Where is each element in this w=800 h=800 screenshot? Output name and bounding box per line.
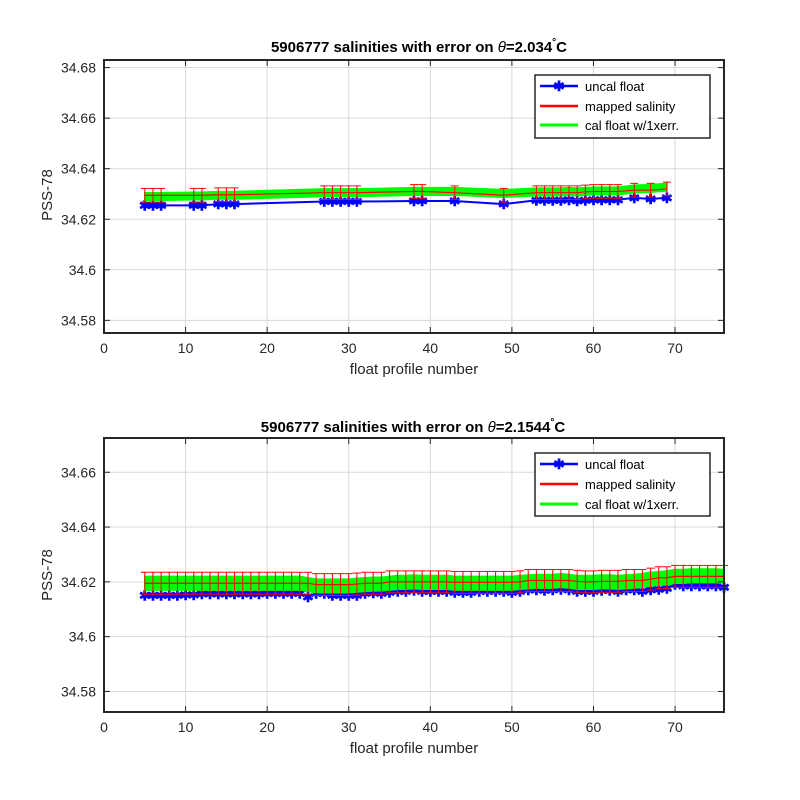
bottom-chart-axes-frame — [103, 437, 725, 713]
x-tick-label: 50 — [504, 719, 520, 735]
y-tick-label: 34.58 — [61, 683, 96, 699]
legend-item-uncal-float: uncal float — [585, 457, 645, 472]
top-chart-y-ticks: 34.58 34.6 34.62 34.64 34.66 34.68 — [61, 60, 724, 328]
x-tick-label: 0 — [100, 719, 108, 735]
top-chart-legend: ✱ uncal float mapped salinity cal float … — [534, 74, 711, 139]
bottom-chart: 5906777 salinities with error on θ=2.154… — [39, 417, 730, 757]
legend-item-mapped-salinity: mapped salinity — [585, 99, 676, 114]
bottom-chart-y-axis-label: PSS-78 — [39, 549, 56, 601]
bottom-chart-x-axis-label: float profile number — [350, 740, 478, 757]
bottom-chart-y-ticks: 34.58 34.6 34.62 34.64 34.66 — [61, 464, 724, 699]
y-tick-label: 34.64 — [61, 161, 96, 177]
top-chart-plot-area: ✱✱✱✱✱✱✱✱✱✱✱✱✱✱✱✱✱✱✱✱✱✱✱✱✱✱✱✱✱✱✱ — [139, 181, 673, 213]
bottom-chart-legend: ✱ uncal float mapped salinity cal float … — [534, 452, 711, 517]
uncal-float-marker: ✱ — [588, 192, 600, 208]
y-tick-label: 34.68 — [61, 60, 96, 76]
uncal-float-marker: ✱ — [579, 192, 591, 208]
x-tick-label: 50 — [504, 340, 520, 356]
x-tick-label: 10 — [178, 719, 194, 735]
x-tick-label: 20 — [259, 340, 275, 356]
top-chart-y-axis-label: PSS-78 — [39, 169, 56, 221]
y-tick-label: 34.6 — [69, 629, 96, 645]
uncal-float-marker: ✱ — [327, 194, 339, 210]
uncal-float-marker: ✱ — [498, 196, 510, 212]
x-tick-label: 10 — [178, 340, 194, 356]
uncal-float-marker: ✱ — [318, 194, 330, 210]
uncal-float-marker: ✱ — [212, 196, 224, 212]
top-chart-axes-frame — [103, 59, 725, 334]
y-tick-label: 34.62 — [61, 211, 96, 227]
uncal-float-marker: ✱ — [661, 190, 673, 206]
uncal-float-marker: ✱ — [449, 193, 461, 209]
x-tick-label: 70 — [667, 340, 683, 356]
x-tick-label: 60 — [586, 719, 602, 735]
uncal-float-marker: ✱ — [612, 192, 624, 208]
uncal-float-marker: ✱ — [163, 588, 175, 604]
top-chart-x-ticks: 0 10 20 30 40 50 60 70 — [100, 60, 683, 356]
bottom-chart-x-ticks: 0 10 20 30 40 50 60 70 — [100, 438, 683, 735]
uncal-float-marker: ✱ — [147, 588, 159, 604]
x-tick-label: 0 — [100, 340, 108, 356]
x-tick-label: 30 — [341, 719, 357, 735]
x-tick-label: 70 — [667, 719, 683, 735]
x-tick-label: 30 — [341, 340, 357, 356]
uncal-float-marker: ✱ — [302, 589, 314, 605]
top-chart-x-axis-label: float profile number — [350, 361, 478, 378]
uncal-float-marker: ✱ — [416, 193, 428, 209]
y-tick-label: 34.66 — [61, 110, 96, 126]
uncal-float-marker: ✱ — [604, 192, 616, 208]
uncal-float-marker: ✱ — [221, 196, 233, 212]
x-tick-label: 40 — [423, 719, 439, 735]
uncal-float-marker: ✱ — [571, 193, 583, 209]
uncal-float-marker: ✱ — [229, 196, 241, 212]
mapped-salinity-line — [144, 188, 667, 196]
uncal-float-marker: ✱ — [408, 193, 420, 209]
x-tick-label: 40 — [423, 340, 439, 356]
y-tick-label: 34.62 — [61, 574, 96, 590]
uncal-float-marker: ✱ — [645, 191, 657, 207]
uncal-float-marker: ✱ — [188, 587, 200, 603]
uncal-float-marker: ✱ — [343, 194, 355, 210]
uncal-float-marker: ✱ — [335, 194, 347, 210]
uncal-float-marker: ✱ — [172, 588, 184, 604]
legend-uncal-marker: ✱ — [553, 78, 565, 94]
legend-item-cal-float: cal float w/1xerr. — [585, 497, 679, 512]
uncal-float-marker: ✱ — [139, 197, 151, 213]
uncal-float-marker: ✱ — [351, 194, 363, 210]
y-tick-label: 34.66 — [61, 464, 96, 480]
legend-uncal-marker: ✱ — [553, 456, 565, 472]
uncal-float-marker: ✱ — [139, 588, 151, 604]
y-tick-label: 34.6 — [69, 262, 96, 278]
x-tick-label: 20 — [259, 719, 275, 735]
uncal-float-marker: ✱ — [188, 197, 200, 213]
top-chart: 5906777 salinities with error on θ=2.034… — [39, 37, 725, 378]
mapped-salinity-errorbar — [662, 181, 671, 197]
top-chart-title: 5906777 salinities with error on θ=2.034… — [271, 37, 567, 56]
uncal-float-marker: ✱ — [196, 197, 208, 213]
legend-item-mapped-salinity: mapped salinity — [585, 477, 676, 492]
uncal-float-marker: ✱ — [180, 587, 192, 603]
uncal-float-marker: ✱ — [155, 197, 167, 213]
uncal-float-line — [144, 196, 667, 207]
uncal-float-marker: ✱ — [155, 588, 167, 604]
y-tick-label: 34.64 — [61, 519, 96, 535]
legend-item-uncal-float: uncal float — [585, 79, 645, 94]
uncal-float-marker: ✱ — [596, 192, 608, 208]
bottom-chart-title: 5906777 salinities with error on θ=2.154… — [261, 417, 566, 436]
uncal-float-marker: ✱ — [147, 197, 159, 213]
y-tick-label: 34.58 — [61, 312, 96, 328]
bottom-chart-plot-area: ✱✱✱✱✱✱✱ ✱✱✱✱✱✱ ✱✱✱✱✱✱✱✱✱✱✱✱✱✱✱✱✱✱✱✱✱✱✱✱✱✱✱… — [139, 564, 730, 605]
x-tick-label: 60 — [586, 340, 602, 356]
legend-item-cal-float: cal float w/1xerr. — [585, 118, 679, 133]
mapped-salinity-line — [144, 575, 724, 586]
